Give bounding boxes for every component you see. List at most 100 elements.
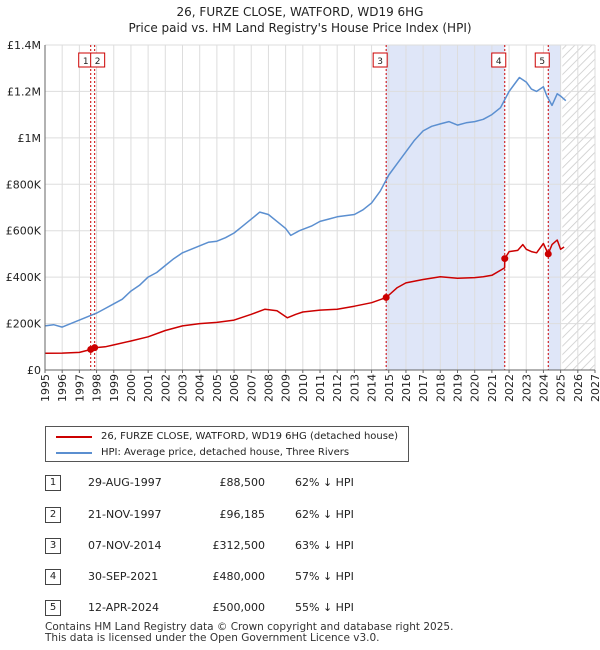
property-price-line — [44, 239, 565, 355]
sale-marker-number: 2 — [95, 57, 101, 67]
shaded-period — [548, 45, 561, 370]
sale-marker-number: 5 — [539, 57, 545, 67]
footer-copyright: Contains HM Land Registry data © Crown c… — [45, 621, 454, 633]
sale-marker-box — [90, 52, 106, 68]
x-tick-label: 1998 — [91, 374, 104, 402]
x-tick-label: 2017 — [417, 374, 430, 402]
y-tick-label: £600K — [6, 225, 42, 238]
sale-marker-label: 3 — [372, 52, 388, 68]
future-hatch-area — [562, 45, 595, 370]
footer-notice: Contains HM Land Registry data © Crown c… — [45, 622, 453, 644]
sale-hpi-diff: 57% ↓ HPI — [295, 570, 354, 583]
y-tick-label: £1.4M — [7, 39, 41, 52]
x-tick-label: 2004 — [194, 374, 207, 402]
sale-marker-box — [491, 52, 507, 68]
sale-price: £312,500 — [212, 539, 266, 552]
x-tick-label: 2011 — [314, 374, 327, 402]
legend-item-hpi: HPI: Average price, detached house, Thre… — [46, 445, 408, 461]
sale-number-badge: 1 — [45, 475, 61, 491]
sale-point — [501, 255, 509, 263]
sale-date: 21-NOV-1997 — [88, 508, 162, 521]
x-tick-label: 1996 — [56, 374, 69, 402]
sale-price: £480,000 — [212, 570, 266, 583]
sale-date: 29-AUG-1997 — [88, 476, 162, 489]
x-tick-label: 2002 — [159, 374, 172, 402]
x-tick-label: 2019 — [452, 374, 465, 402]
x-tick-label: 2015 — [383, 374, 396, 402]
sale-price: £96,185 — [219, 508, 266, 521]
y-tick-label: £1M — [18, 132, 42, 145]
sale-price: £88,500 — [219, 476, 266, 489]
legend: 26, FURZE CLOSE, WATFORD, WD19 6HG (deta… — [45, 426, 409, 462]
legend-label-property: 26, FURZE CLOSE, WATFORD, WD19 6HG (deta… — [101, 431, 399, 442]
x-tick-label: 2027 — [589, 374, 600, 402]
legend-swatch-hpi — [56, 452, 92, 454]
x-tick-label: 2008 — [262, 374, 275, 402]
x-tick-label: 2013 — [348, 374, 361, 402]
y-tick-label: £800K — [6, 178, 42, 191]
sale-number-badge: 4 — [45, 569, 61, 585]
table-row: 4 30-SEP-2021 £480,000 57% ↓ HPI — [45, 567, 465, 587]
sale-number-badge: 2 — [45, 507, 61, 523]
x-tick-label: 2005 — [211, 374, 224, 402]
sale-number-badge: 3 — [45, 538, 61, 554]
sale-marker-label: 5 — [534, 52, 550, 68]
sale-date: 07-NOV-2014 — [88, 539, 162, 552]
sale-marker-number: 4 — [496, 57, 502, 67]
sale-marker-box — [372, 52, 388, 68]
x-tick-label: 2006 — [228, 374, 241, 402]
sale-point — [544, 250, 552, 258]
legend-swatch-property — [56, 436, 92, 438]
legend-item-property: 26, FURZE CLOSE, WATFORD, WD19 6HG (deta… — [46, 429, 408, 445]
sale-hpi-diff: 55% ↓ HPI — [295, 601, 354, 614]
legend-label-hpi: HPI: Average price, detached house, Thre… — [101, 447, 350, 458]
x-tick-label: 2003 — [177, 374, 190, 402]
x-tick-label: 2023 — [520, 374, 533, 402]
sale-point — [382, 293, 390, 301]
sale-price: £500,000 — [212, 601, 266, 614]
x-tick-label: 1999 — [108, 374, 121, 402]
sale-marker-number: 3 — [377, 57, 383, 67]
sale-point — [91, 344, 99, 352]
sale-date: 12-APR-2024 — [88, 601, 160, 614]
y-tick-label: £400K — [6, 271, 42, 284]
x-tick-label: 2010 — [297, 374, 310, 402]
sale-marker-number: 1 — [83, 57, 89, 67]
x-tick-label: 2000 — [125, 374, 138, 402]
x-tick-label: 2014 — [366, 374, 379, 402]
sale-marker-box — [534, 52, 550, 68]
x-tick-label: 2024 — [537, 374, 550, 402]
shaded-period — [386, 45, 505, 370]
x-tick-label: 2020 — [469, 374, 482, 402]
x-tick-label: 1995 — [39, 374, 52, 402]
y-tick-label: £1.2M — [7, 85, 41, 98]
x-tick-label: 2026 — [572, 374, 585, 402]
x-tick-label: 1997 — [73, 374, 86, 402]
x-tick-label: 2018 — [434, 374, 447, 402]
sale-marker-label: 2 — [90, 52, 106, 68]
sale-number-badge: 5 — [45, 600, 61, 616]
sale-date: 30-SEP-2021 — [88, 570, 159, 583]
chart-subtitle: Price paid vs. HM Land Registry's House … — [128, 21, 471, 35]
sale-hpi-diff: 62% ↓ HPI — [295, 508, 354, 521]
x-tick-label: 2021 — [486, 374, 499, 402]
x-tick-label: 2016 — [400, 374, 413, 402]
y-tick-label: £0 — [27, 364, 41, 377]
table-row: 2 21-NOV-1997 £96,185 62% ↓ HPI — [45, 505, 465, 525]
x-tick-label: 2022 — [503, 374, 516, 402]
x-tick-label: 2007 — [245, 374, 258, 402]
table-row: 1 29-AUG-1997 £88,500 62% ↓ HPI — [45, 473, 465, 493]
table-row: 3 07-NOV-2014 £312,500 63% ↓ HPI — [45, 536, 465, 556]
y-tick-label: £200K — [6, 318, 42, 331]
x-tick-label: 2009 — [280, 374, 293, 402]
sale-hpi-diff: 62% ↓ HPI — [295, 476, 354, 489]
footer-licence: This data is licensed under the Open Gov… — [45, 632, 380, 644]
sale-hpi-diff: 63% ↓ HPI — [295, 539, 354, 552]
hpi-line — [44, 76, 567, 328]
table-row: 5 12-APR-2024 £500,000 55% ↓ HPI — [45, 598, 465, 618]
sale-marker-label: 4 — [491, 52, 507, 68]
x-tick-label: 2001 — [142, 374, 155, 402]
price-chart: 26, FURZE CLOSE, WATFORD, WD19 6HG Price… — [6, 5, 600, 402]
chart-title: 26, FURZE CLOSE, WATFORD, WD19 6HG — [177, 5, 424, 19]
x-tick-label: 2025 — [555, 374, 568, 402]
